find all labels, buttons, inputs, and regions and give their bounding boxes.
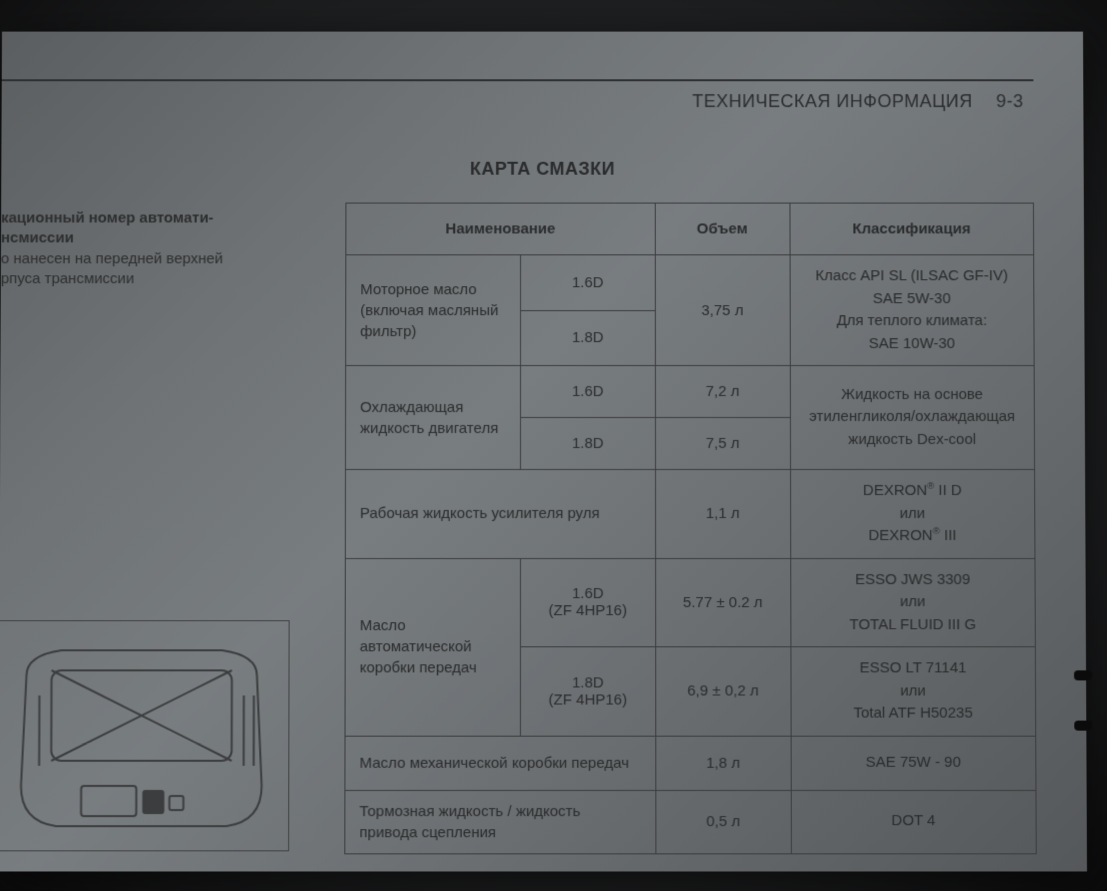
cell-volume: 5.77 ± 0.2 л bbox=[655, 558, 790, 647]
document-page: ТЕХНИЧЕСКАЯ ИНФОРМАЦИЯ 9-3 КАРТА СМАЗКИ … bbox=[0, 32, 1087, 872]
car-front-icon bbox=[8, 635, 274, 836]
t: DEXRON bbox=[868, 527, 932, 544]
th-name: Наименование bbox=[346, 203, 655, 255]
t: SAE 5W-30 bbox=[873, 290, 951, 307]
cell-name: Масло автоматической коробки передач bbox=[345, 558, 520, 736]
table-row: Охлаждающая жидкость двигателя 1.6D 7,2 … bbox=[346, 366, 1035, 418]
header-rule bbox=[2, 79, 1034, 81]
t: ESSO LT 71141 bbox=[859, 659, 966, 676]
t: DEXRON bbox=[863, 482, 927, 499]
side-line: рпуса трансмиссии bbox=[1, 269, 311, 289]
t: 1.8D bbox=[572, 674, 604, 691]
cell-name: Охлаждающая жидкость двигателя bbox=[345, 366, 520, 470]
cell-class: Класс API SL (ILSAC GF-IV) SAE 5W-30 Для… bbox=[790, 255, 1035, 366]
t: этиленгликоля/охлаждающая bbox=[809, 408, 1015, 425]
cell-name: Моторное масло (включая масляный фильтр) bbox=[346, 255, 521, 366]
cell-volume: 1,1 л bbox=[655, 470, 790, 559]
binding-hole-icon bbox=[1074, 721, 1092, 731]
cell-volume: 7,2 л bbox=[655, 366, 790, 418]
cell-sub: 1.6D (ZF 4HP16) bbox=[520, 558, 655, 647]
t: III bbox=[940, 527, 957, 544]
t: или bbox=[900, 505, 926, 522]
side-line: о нанесен на передней верхней bbox=[1, 249, 311, 269]
t: 1.6D bbox=[572, 585, 604, 602]
t: (ZF 4HP16) bbox=[549, 602, 627, 619]
table-header-row: Наименование Объем Классификация bbox=[346, 203, 1034, 255]
cell-name: Масло механической коробки передач bbox=[345, 736, 656, 790]
lubrication-table: Наименование Объем Классификация Моторно… bbox=[344, 203, 1036, 854]
cell-volume: 6,9 ± 0,2 л bbox=[655, 647, 790, 736]
th-class: Классификация bbox=[789, 203, 1033, 255]
page-header: ТЕХНИЧЕСКАЯ ИНФОРМАЦИЯ 9-3 bbox=[692, 91, 1023, 112]
t: (ZF 4HP16) bbox=[549, 691, 628, 708]
page-number: 9-3 bbox=[996, 91, 1024, 111]
table-row: Масло автоматической коробки передач 1.6… bbox=[345, 558, 1035, 647]
cell-class: ESSO JWS 3309 или TOTAL FLUID III G bbox=[790, 558, 1035, 647]
cell-sub: 1.8D (ZF 4HP16) bbox=[520, 647, 655, 736]
binding-hole-icon bbox=[1074, 670, 1092, 680]
side-line: нсмиссии bbox=[1, 229, 310, 249]
cell-sub: 1.8D bbox=[520, 310, 655, 365]
cell-volume: 0,5 л bbox=[655, 790, 790, 853]
t: Класс API SL (ILSAC GF-IV) bbox=[815, 267, 1008, 284]
t: Для теплого климата: bbox=[837, 312, 988, 329]
t: SAE 10W-30 bbox=[869, 335, 955, 352]
t: или bbox=[900, 682, 926, 699]
t: II D bbox=[934, 482, 962, 499]
th-volume: Объем bbox=[655, 203, 790, 255]
cell-sub: 1.6D bbox=[520, 366, 655, 418]
t: TOTAL FLUID III G bbox=[849, 616, 976, 633]
table-row: Рабочая жидкость усилителя руля 1,1 л DE… bbox=[345, 470, 1035, 559]
cell-name: Рабочая жидкость усилителя руля bbox=[345, 470, 655, 559]
t: Total ATF H50235 bbox=[853, 705, 972, 722]
table-row: Тормозная жидкость / жидкость привода сц… bbox=[345, 790, 1036, 853]
t: жидкость Dex-cool bbox=[848, 431, 976, 448]
side-text-block: кационный номер автомати- нсмиссии о нан… bbox=[1, 209, 311, 290]
table-row: Масло механической коробки передач 1,8 л… bbox=[345, 736, 1036, 790]
cell-sub: 1.8D bbox=[520, 418, 655, 470]
cell-volume: 3,75 л bbox=[655, 255, 790, 366]
t: или bbox=[900, 593, 926, 610]
cell-name: Тормозная жидкость / жидкость привода сц… bbox=[345, 790, 656, 853]
cell-sub: 1.6D bbox=[520, 255, 655, 310]
cell-class: DOT 4 bbox=[791, 790, 1036, 853]
card-title: КАРТА СМАЗКИ bbox=[1, 159, 1083, 180]
cell-volume: 7,5 л bbox=[655, 418, 790, 470]
t: ESSO JWS 3309 bbox=[855, 571, 970, 588]
table-row: Моторное масло (включая масляный фильтр)… bbox=[346, 255, 1034, 310]
cell-class: ESSO LT 71141 или Total ATF H50235 bbox=[790, 647, 1035, 736]
car-diagram-frame bbox=[0, 620, 290, 851]
cell-class: Жидкость на основе этиленгликоля/охлажда… bbox=[790, 366, 1035, 470]
section-title: ТЕХНИЧЕСКАЯ ИНФОРМАЦИЯ bbox=[692, 91, 972, 111]
cell-class: SAE 75W - 90 bbox=[791, 736, 1036, 790]
cell-class: DEXRON® II D или DEXRON® III bbox=[790, 470, 1035, 559]
t: Жидкость на основе bbox=[841, 386, 983, 403]
side-line: кационный номер автомати- bbox=[1, 209, 310, 229]
cell-volume: 1,8 л bbox=[655, 736, 790, 790]
